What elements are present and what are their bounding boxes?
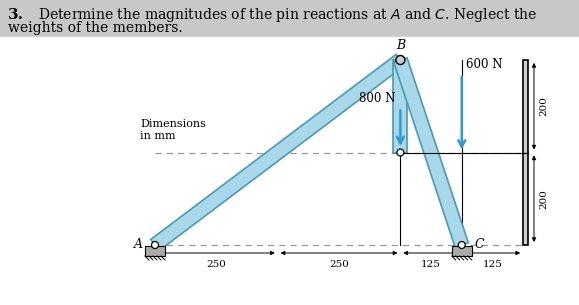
Text: 3.: 3.	[8, 8, 24, 22]
Text: 250: 250	[206, 260, 226, 269]
Polygon shape	[523, 60, 528, 245]
Text: Determine the magnitudes of the pin reactions at $\mathit{A}$ and $\mathit{C}$. : Determine the magnitudes of the pin reac…	[38, 6, 537, 24]
Text: weights of the members.: weights of the members.	[8, 21, 182, 35]
Polygon shape	[393, 60, 408, 152]
Text: 125: 125	[482, 260, 503, 269]
Text: 125: 125	[421, 260, 441, 269]
Circle shape	[397, 149, 404, 156]
Circle shape	[396, 56, 405, 64]
Polygon shape	[394, 58, 468, 247]
Text: 600 N: 600 N	[466, 58, 502, 71]
Text: C: C	[475, 239, 485, 252]
Text: 200: 200	[539, 189, 548, 209]
Text: 800 N: 800 N	[359, 92, 395, 105]
Bar	[145, 246, 165, 256]
Text: A: A	[134, 239, 143, 252]
Text: Dimensions
in mm: Dimensions in mm	[140, 119, 206, 141]
Text: 200: 200	[539, 96, 548, 116]
Text: B: B	[396, 39, 405, 52]
Circle shape	[458, 242, 466, 249]
Circle shape	[152, 242, 159, 249]
Bar	[452, 246, 472, 256]
Text: 250: 250	[329, 260, 349, 269]
Polygon shape	[151, 54, 405, 251]
